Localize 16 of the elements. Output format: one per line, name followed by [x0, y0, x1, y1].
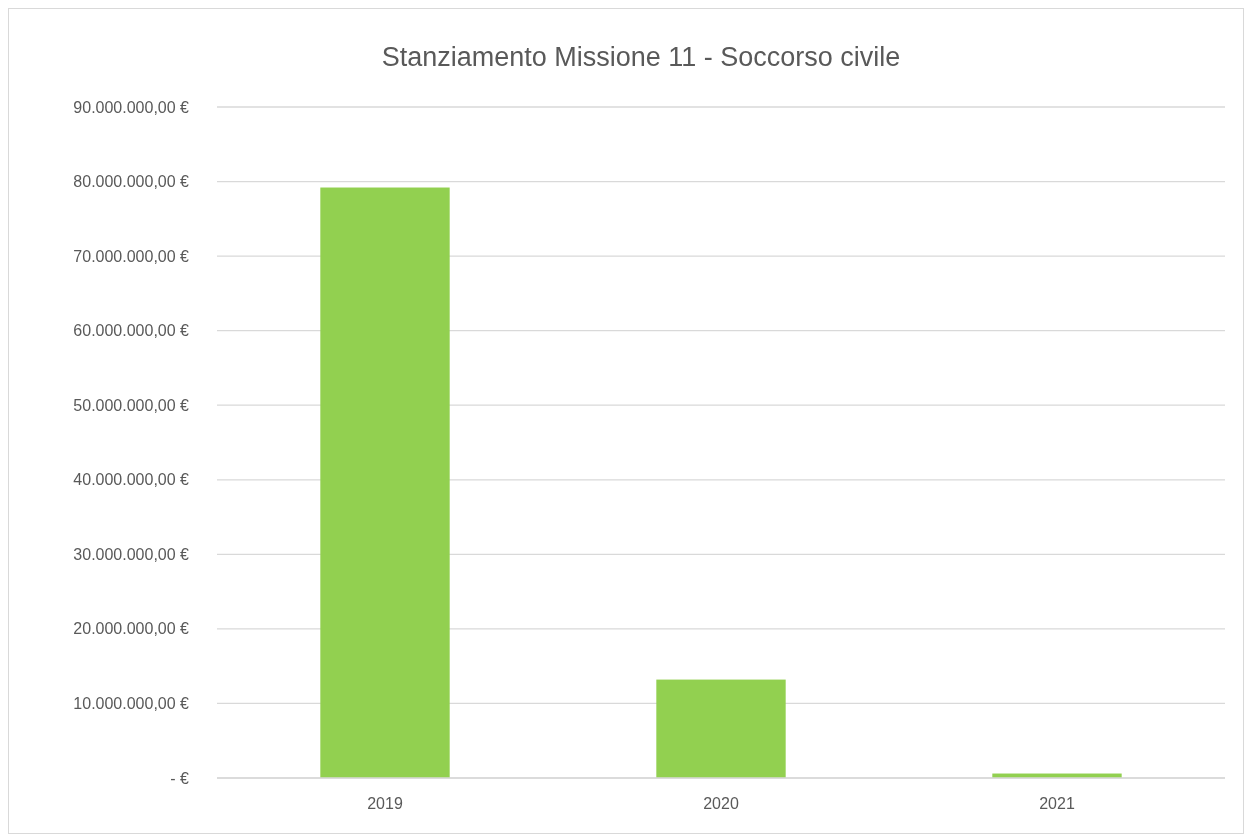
bar: [320, 187, 450, 778]
y-tick-label: 90.000.000,00 €: [73, 98, 190, 116]
y-tick-label: 10.000.000,00 €: [73, 695, 190, 713]
y-tick-label: 40.000.000,00 €: [73, 471, 190, 489]
y-tick-label: 80.000.000,00 €: [73, 173, 190, 191]
x-tick-label: 2019: [367, 795, 403, 812]
x-tick-label: 2021: [1039, 795, 1075, 812]
y-tick-label: 20.000.000,00 €: [73, 620, 190, 638]
bar: [656, 679, 786, 778]
y-tick-label: 70.000.000,00 €: [73, 247, 190, 265]
chart-title: Stanziamento Missione 11 - Soccorso civile: [381, 42, 901, 72]
y-tick-label: 30.000.000,00 €: [73, 545, 190, 563]
y-tick-label: 50.000.000,00 €: [73, 396, 190, 414]
y-tick-label: - €: [170, 769, 190, 787]
x-tick-label: 2020: [703, 795, 739, 812]
y-tick-label: 60.000.000,00 €: [73, 322, 190, 340]
